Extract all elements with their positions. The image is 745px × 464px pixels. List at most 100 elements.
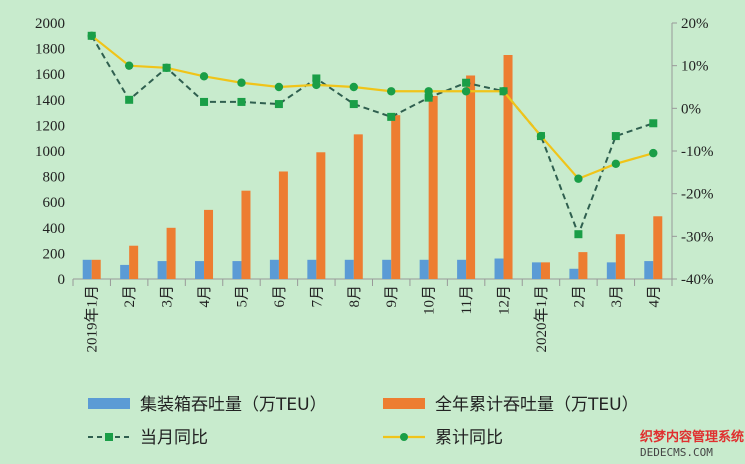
line-marker	[274, 100, 283, 109]
legend-swatch	[383, 398, 425, 409]
x-tick-label: 7月	[309, 285, 325, 308]
x-tick-label: 2019年1月	[84, 285, 101, 353]
bar	[129, 245, 139, 279]
bar	[615, 234, 625, 279]
bar	[644, 261, 654, 279]
y-tick-label: 1200	[35, 118, 65, 134]
bar	[344, 259, 354, 279]
line-marker	[237, 97, 246, 106]
bar	[419, 259, 429, 279]
line-marker	[649, 119, 658, 128]
y-tick-label: 200	[43, 246, 66, 262]
bar	[466, 75, 476, 279]
line-marker	[237, 78, 246, 87]
line-marker	[611, 159, 621, 168]
bar	[531, 262, 541, 279]
legend-label: 累计同比	[435, 428, 503, 448]
bar	[204, 209, 214, 279]
watermark-line1: 织梦内容管理系统	[640, 429, 744, 445]
y-tick-label: 600	[43, 195, 66, 211]
line-marker	[387, 112, 396, 121]
x-tick-label: 10月	[422, 285, 438, 315]
legend-label: 当月同比	[140, 428, 208, 448]
bar	[457, 259, 467, 279]
line-marker	[349, 100, 358, 109]
chart-axes: 0 200 400 600 800 1000 1200 1400 1600 1800 2000 -40…	[35, 16, 714, 353]
x-tick-label: 4月	[646, 285, 662, 308]
bar	[569, 268, 579, 279]
bar	[653, 216, 663, 279]
y-tick-label: 2000	[35, 16, 65, 32]
x-tick-label: 5月	[234, 285, 250, 308]
y2-tick-label: -30%	[681, 229, 714, 245]
y2-tick-label: -40%	[681, 272, 714, 288]
line-marker	[87, 31, 96, 40]
line-marker	[125, 95, 134, 104]
bar	[494, 258, 504, 279]
bar	[391, 115, 401, 279]
legend-label: 集装箱吞吐量（万TEU）	[140, 395, 327, 415]
line-marker	[124, 61, 134, 70]
bar	[120, 264, 130, 279]
line-marker	[200, 97, 209, 106]
legend: 集装箱吞吐量（万TEU） 全年累计吞吐量（万TEU） 当月同比 累计同比	[88, 395, 639, 448]
y2-tick-label: -20%	[681, 187, 714, 203]
bar-series	[82, 55, 663, 280]
y2-tick-label: -10%	[681, 144, 714, 160]
line-marker	[574, 174, 583, 183]
x-tick-label: 11月	[459, 285, 475, 314]
y-tick-label: 1000	[35, 144, 65, 160]
bar	[82, 259, 92, 279]
legend-marker	[105, 433, 113, 441]
y-tick-label: 400	[43, 221, 66, 237]
series-line	[90, 35, 654, 238]
bar	[540, 262, 550, 279]
bar	[166, 227, 176, 279]
line-series	[87, 31, 658, 239]
bar	[382, 259, 392, 279]
x-tick-label: 2020年1月	[533, 285, 550, 353]
x-tick-label: 3月	[609, 285, 625, 308]
line-marker	[499, 87, 508, 96]
x-tick-label: 9月	[384, 285, 400, 308]
watermark: 织梦内容管理系统 DEDECMS.COM	[640, 429, 744, 459]
bar	[307, 259, 317, 279]
line-marker	[574, 230, 583, 239]
line-marker	[461, 87, 471, 96]
bar	[503, 55, 513, 279]
bar	[578, 252, 588, 279]
x-tick-label: 2月	[122, 285, 138, 308]
legend-label: 全年累计吞吐量（万TEU）	[435, 395, 639, 415]
line-marker	[349, 82, 358, 92]
line-marker	[312, 74, 321, 83]
bar	[241, 190, 251, 279]
y-tick-label: 1600	[35, 67, 65, 83]
bar	[428, 95, 438, 280]
bar	[91, 259, 101, 279]
y-tick-label: 1800	[35, 42, 65, 58]
y-tick-label: 1400	[35, 93, 65, 109]
x-tick-label: 2月	[571, 285, 587, 308]
y2-tick-label: 10%	[681, 59, 709, 75]
bar	[269, 259, 279, 279]
line-marker	[387, 87, 396, 96]
line-marker	[536, 131, 546, 141]
x-tick-label: 6月	[272, 285, 288, 308]
y-tick-label: 0	[58, 272, 66, 288]
legend-marker	[400, 433, 408, 441]
line-marker	[424, 87, 433, 96]
line-marker	[424, 93, 433, 102]
bar	[606, 262, 616, 279]
bar	[157, 261, 167, 279]
line-marker	[611, 132, 620, 141]
x-tick-label: 8月	[347, 285, 363, 308]
y2-tick-label: 0%	[681, 101, 701, 117]
line-marker	[274, 82, 284, 92]
bar	[195, 261, 205, 279]
x-tick-label: 4月	[197, 285, 213, 308]
line-marker	[312, 80, 321, 90]
legend-swatch	[88, 398, 130, 409]
bar	[278, 171, 288, 279]
y-tick-label: 800	[43, 170, 66, 186]
